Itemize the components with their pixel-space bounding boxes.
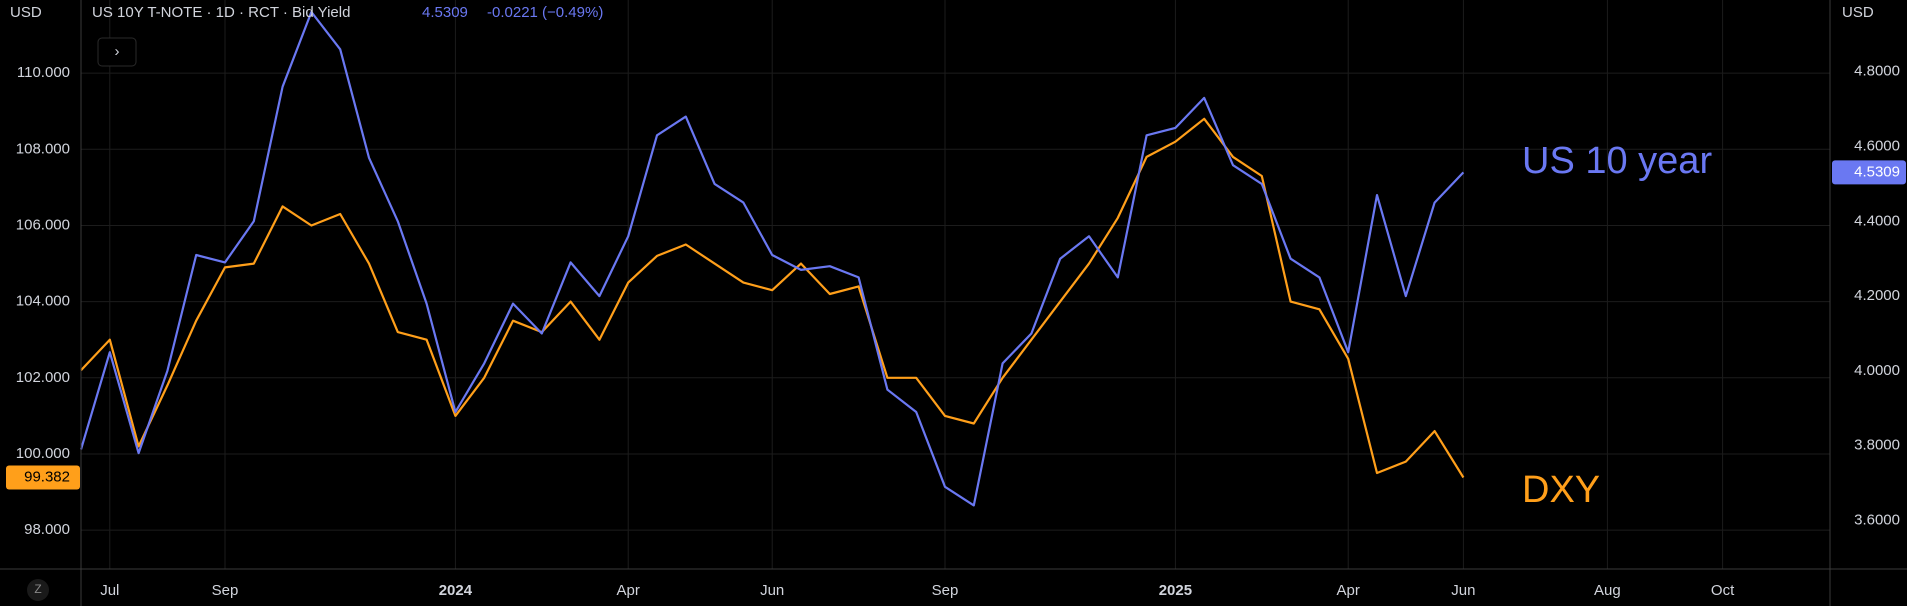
series-line bbox=[79, 10, 1465, 507]
y-tick-label: 104.000 bbox=[16, 293, 70, 310]
y2-tick-label: 4.4000 bbox=[1854, 212, 1900, 229]
y-tick-label: 98.000 bbox=[24, 521, 70, 538]
y2-tick-label: 4.8000 bbox=[1854, 63, 1900, 80]
x-tick-label: Jun bbox=[1451, 582, 1475, 599]
expand-icon[interactable]: › bbox=[115, 43, 120, 60]
x-tick-label: Apr bbox=[1337, 582, 1360, 599]
y2-tick-label: 3.6000 bbox=[1854, 511, 1900, 528]
labels: 98.000 100.000 102.000 104.000 106.000 108.00… bbox=[6, 63, 1906, 599]
header-symbol: US 10Y T-NOTE · 1D · RCT · Bid Yield bbox=[92, 4, 350, 21]
x-tick-label: Jul bbox=[100, 582, 119, 599]
series-label: DXY bbox=[1522, 469, 1600, 511]
x-tick-label: Aug bbox=[1594, 582, 1621, 599]
currency-button-right[interactable] bbox=[1836, 1, 1904, 25]
series-line bbox=[80, 117, 1465, 479]
y-tick-label: 102.000 bbox=[16, 369, 70, 386]
price-tag-label: 4.5309 bbox=[1854, 163, 1900, 180]
x-tick-label: 2025 bbox=[1159, 582, 1192, 599]
header-change: -0.0221 (−0.49%) bbox=[487, 4, 603, 21]
y-tick-label: 106.000 bbox=[16, 216, 70, 233]
x-tick-label: Sep bbox=[212, 582, 239, 599]
timezone-button[interactable] bbox=[27, 579, 49, 601]
x-tick-label: Apr bbox=[617, 582, 640, 599]
y2-tick-label: 3.8000 bbox=[1854, 437, 1900, 454]
currency-left[interactable]: USD bbox=[10, 4, 42, 21]
x-tick-label: Oct bbox=[1711, 582, 1735, 599]
y-tick-label: 110.000 bbox=[17, 64, 70, 81]
y-tick-label: 108.000 bbox=[16, 140, 70, 157]
y2-tick-label: 4.0000 bbox=[1854, 362, 1900, 379]
header-price: 4.5309 bbox=[422, 4, 468, 21]
currency-button-left[interactable] bbox=[2, 1, 76, 25]
series-label: US 10 year bbox=[1522, 140, 1712, 182]
timezone[interactable]: Z bbox=[34, 582, 41, 596]
grid bbox=[81, 0, 1830, 569]
y-tick-label: 100.000 bbox=[16, 445, 70, 462]
lines bbox=[79, 10, 1465, 507]
y2-tick-label: 4.6000 bbox=[1854, 138, 1900, 155]
currency-right[interactable]: USD bbox=[1842, 4, 1874, 21]
x-tick-label: Sep bbox=[932, 582, 959, 599]
price-tag bbox=[1832, 160, 1906, 185]
y2-tick-label: 4.2000 bbox=[1854, 287, 1900, 304]
x-tick-label: Jun bbox=[760, 582, 784, 599]
price-tag-label: 99.382 bbox=[24, 468, 70, 485]
expand-button[interactable] bbox=[97, 37, 137, 67]
x-tick-label: 2024 bbox=[439, 582, 473, 599]
price-tag bbox=[6, 465, 80, 490]
